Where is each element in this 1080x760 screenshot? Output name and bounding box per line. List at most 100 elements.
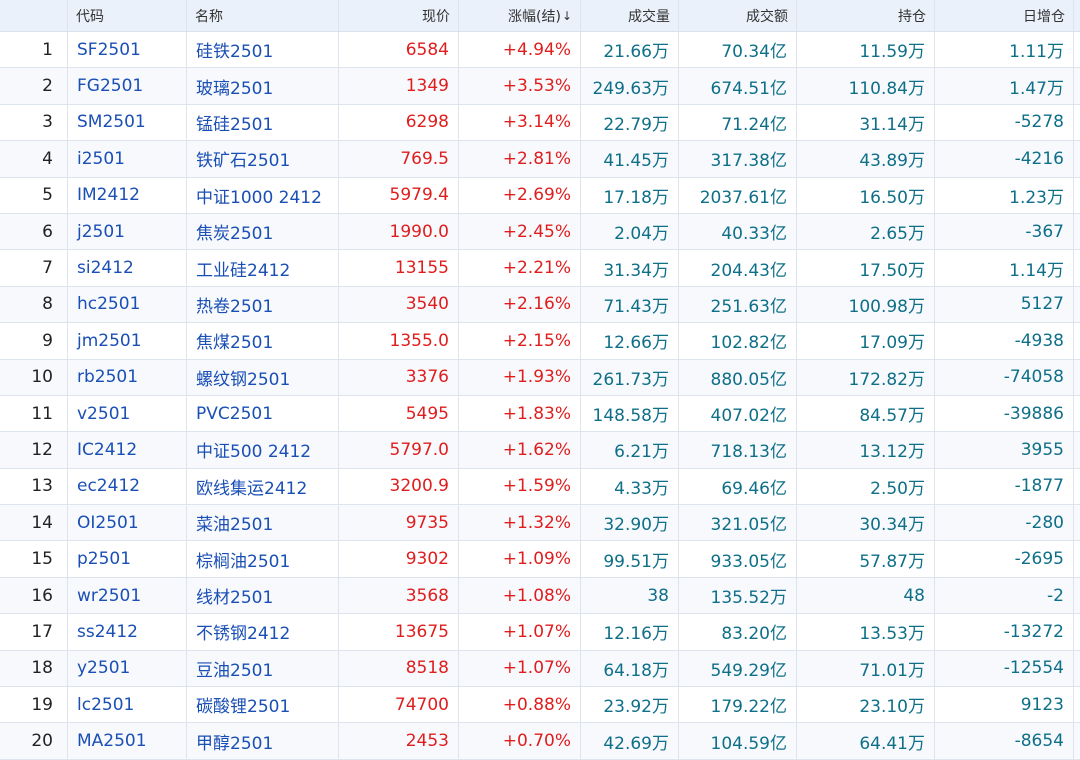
daily-oi-change-cell: -280 (935, 505, 1074, 541)
volume-cell: 23.92万 (581, 687, 679, 723)
header-volume[interactable]: 成交量 (581, 0, 679, 31)
daily-oi-change-cell: 1.47万 (935, 68, 1074, 104)
contract-code-cell: SF2501 (68, 32, 187, 68)
contract-name-cell: 玻璃2501 (187, 68, 339, 104)
change-percent-cell: +2.15% (459, 323, 581, 359)
last-price-cell: 6584 (339, 32, 459, 68)
volume-cell: 41.45万 (581, 141, 679, 177)
change-percent-cell: +1.07% (459, 614, 581, 650)
contract-code-cell: ss2412 (68, 614, 187, 650)
daily-oi-change-cell: 1.11万 (935, 32, 1074, 68)
table-row[interactable]: 13 ec2412 欧线集运2412 3200.9 +1.59% 4.33万 69.46亿 2… (0, 468, 1080, 506)
contract-name-cell: 甲醇2501 (187, 723, 339, 759)
last-price-cell: 5797.0 (339, 432, 459, 468)
open-interest-cell: 11.59万 (797, 32, 935, 68)
turnover-cell: 674.51亿 (679, 68, 797, 104)
table-row[interactable]: 8 hc2501 热卷2501 3540 +2.16% 71.43万 251.63亿 100.… (0, 286, 1080, 324)
table-row[interactable]: 17 ss2412 不锈钢2412 13675 +1.07% 12.16万 83.20亿 13… (0, 614, 1080, 651)
table-row[interactable]: 3 SM2501 锰硅2501 6298 +3.14% 22.79万 71.24亿 31.14… (0, 104, 1080, 142)
open-interest-cell: 64.41万 (797, 723, 935, 759)
volume-cell: 32.90万 (581, 505, 679, 541)
change-percent-cell: +3.14% (459, 104, 581, 141)
last-price-cell: 9735 (339, 505, 459, 541)
table-row[interactable]: 12 IC2412 中证500 2412 5797.0 +1.62% 6.21万 718.1… (0, 432, 1080, 469)
table-row[interactable]: 16 wr2501 线材2501 3568 +1.08% 38 135.52万 48 -2 (0, 577, 1080, 615)
table-row[interactable]: 2 FG2501 玻璃2501 1349 +3.53% 249.63万 674.51亿 110… (0, 68, 1080, 105)
table-row[interactable]: 6 j2501 焦炭2501 1990.0 +2.45% 2.04万 40.33亿 2.65万… (0, 213, 1080, 251)
turnover-cell: 71.24亿 (679, 104, 797, 141)
contract-name-cell: 线材2501 (187, 577, 339, 614)
open-interest-cell: 30.34万 (797, 505, 935, 541)
turnover-cell: 179.22亿 (679, 687, 797, 723)
daily-oi-change-cell: 3955 (935, 432, 1074, 468)
open-interest-cell: 43.89万 (797, 141, 935, 177)
turnover-cell: 321.05亿 (679, 505, 797, 541)
table-row[interactable]: 18 y2501 豆油2501 8518 +1.07% 64.18万 549.29亿 71.0… (0, 650, 1080, 688)
table-row[interactable]: 5 IM2412 中证1000 2412 5979.4 +2.69% 17.18万 2037… (0, 177, 1080, 214)
turnover-cell: 549.29亿 (679, 650, 797, 687)
header-index (0, 0, 68, 31)
table-row[interactable]: 11 v2501 PVC2501 5495 +1.83% 148.58万 407.02亿 84… (0, 395, 1080, 433)
header-code[interactable]: 代码 (68, 0, 187, 31)
daily-oi-change-cell: 9123 (935, 687, 1074, 723)
volume-cell: 38 (581, 577, 679, 614)
change-percent-cell: +1.32% (459, 505, 581, 541)
contract-code-cell: j2501 (68, 213, 187, 250)
open-interest-cell: 172.82万 (797, 359, 935, 395)
row-index-cell: 12 (0, 432, 68, 468)
contract-name-cell: 热卷2501 (187, 286, 339, 323)
last-price-cell: 769.5 (339, 141, 459, 177)
table-row[interactable]: 19 lc2501 碳酸锂2501 74700 +0.88% 23.92万 179.22亿 2… (0, 687, 1080, 724)
daily-oi-change-cell: 1.23万 (935, 177, 1074, 213)
last-price-cell: 8518 (339, 650, 459, 687)
volume-cell: 12.66万 (581, 323, 679, 359)
header-daily-oi-change[interactable]: 日增仓 (935, 0, 1074, 31)
change-percent-cell: +1.59% (459, 468, 581, 505)
open-interest-cell: 48 (797, 577, 935, 614)
contract-code-cell: FG2501 (68, 68, 187, 104)
row-index-cell: 4 (0, 141, 68, 177)
contract-name-cell: 棕榈油2501 (187, 541, 339, 577)
daily-oi-change-cell: -4216 (935, 141, 1074, 177)
contract-name-cell: 欧线集运2412 (187, 468, 339, 505)
contract-code-cell: SM2501 (68, 104, 187, 141)
contract-code-cell: si2412 (68, 250, 187, 286)
header-amount[interactable]: 成交额 (679, 0, 797, 31)
contract-code-cell: v2501 (68, 395, 187, 432)
volume-cell: 31.34万 (581, 250, 679, 286)
open-interest-cell: 2.50万 (797, 468, 935, 505)
change-percent-cell: +4.94% (459, 32, 581, 68)
header-name[interactable]: 名称 (187, 0, 339, 31)
contract-name-cell: 中证1000 2412 (187, 177, 339, 213)
last-price-cell: 1355.0 (339, 323, 459, 359)
daily-oi-change-cell: -2 (935, 577, 1074, 614)
contract-name-cell: 碳酸锂2501 (187, 687, 339, 723)
table-row[interactable]: 1 SF2501 硅铁2501 6584 +4.94% 21.66万 70.34亿 11.59… (0, 32, 1080, 69)
table-row[interactable]: 7 si2412 工业硅2412 13155 +2.21% 31.34万 204.43亿 17… (0, 250, 1080, 287)
daily-oi-change-cell: -74058 (935, 359, 1074, 395)
open-interest-cell: 16.50万 (797, 177, 935, 213)
table-row[interactable]: 15 p2501 棕榈油2501 9302 +1.09% 99.51万 933.05亿 57.… (0, 541, 1080, 578)
turnover-cell: 40.33亿 (679, 213, 797, 250)
contract-name-cell: 焦炭2501 (187, 213, 339, 250)
table-row[interactable]: 4 i2501 铁矿石2501 769.5 +2.81% 41.45万 317.38亿 43.… (0, 141, 1080, 178)
row-index-cell: 20 (0, 723, 68, 759)
turnover-cell: 204.43亿 (679, 250, 797, 286)
change-percent-cell: +2.69% (459, 177, 581, 213)
turnover-cell: 880.05亿 (679, 359, 797, 395)
contract-name-cell: 工业硅2412 (187, 250, 339, 286)
last-price-cell: 3540 (339, 286, 459, 323)
turnover-cell: 933.05亿 (679, 541, 797, 577)
volume-cell: 12.16万 (581, 614, 679, 650)
daily-oi-change-cell: -13272 (935, 614, 1074, 650)
header-change[interactable]: 涨幅(结) ↓ (459, 0, 581, 31)
turnover-cell: 102.82亿 (679, 323, 797, 359)
table-row[interactable]: 14 OI2501 菜油2501 9735 +1.32% 32.90万 321.05亿 30.… (0, 505, 1080, 542)
header-price[interactable]: 现价 (339, 0, 459, 31)
table-row[interactable]: 9 jm2501 焦煤2501 1355.0 +2.15% 12.66万 102.82亿 17… (0, 323, 1080, 360)
table-row[interactable]: 10 rb2501 螺纹钢2501 3376 +1.93% 261.73万 880.05亿 1… (0, 359, 1080, 396)
header-open-interest[interactable]: 持仓 (797, 0, 935, 31)
last-price-cell: 13675 (339, 614, 459, 650)
contract-code-cell: jm2501 (68, 323, 187, 359)
table-row[interactable]: 20 MA2501 甲醇2501 2453 +0.70% 42.69万 104.59亿 64.… (0, 723, 1080, 760)
